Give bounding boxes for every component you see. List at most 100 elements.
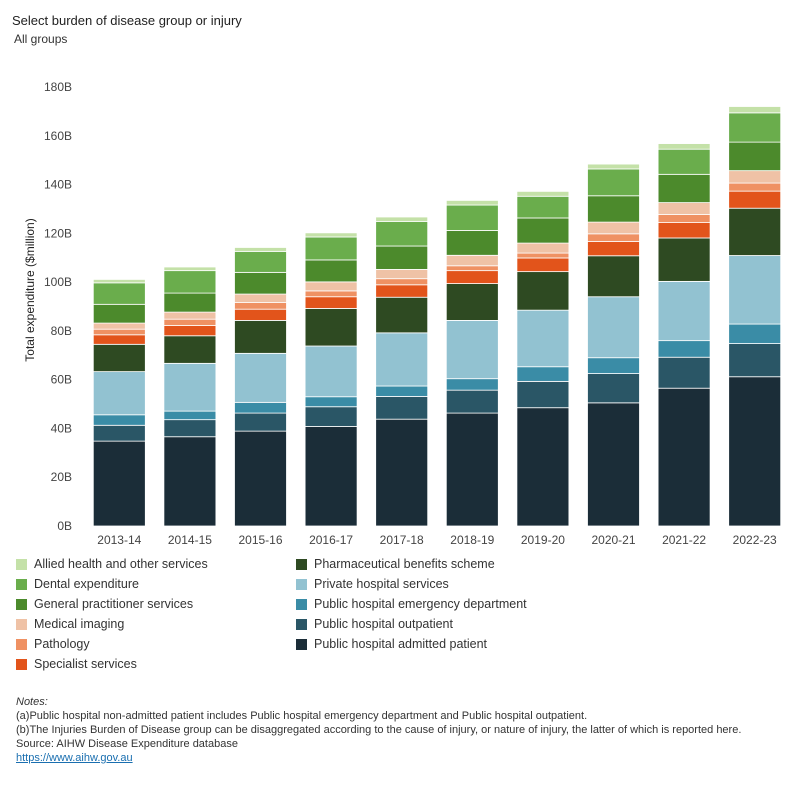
bar-segment[interactable] [92,282,146,305]
bar-segment[interactable] [445,200,499,206]
bar-segment[interactable] [657,280,711,342]
bar-segment[interactable] [516,366,570,382]
bar-segment[interactable] [234,320,287,354]
bar-segment[interactable] [445,320,499,380]
bar-segment[interactable] [234,308,287,321]
bar-segment[interactable] [375,418,429,527]
bar-segment[interactable] [445,412,499,527]
bar-segment[interactable] [304,236,358,261]
bar-segment[interactable] [163,436,217,527]
bar-segment[interactable] [304,426,358,527]
bar-segment[interactable] [516,242,570,254]
bar-segment[interactable] [234,250,287,273]
bar-segment[interactable] [657,143,711,150]
bar-segment[interactable] [163,266,217,272]
legend-item[interactable]: Dental expenditure [16,577,139,591]
legend-item[interactable]: Public hospital admitted patient [296,637,487,651]
bar-segment[interactable] [304,281,358,292]
bar-segment[interactable] [657,214,711,224]
bar-segment[interactable] [445,283,499,321]
bar-segment[interactable] [163,292,217,313]
bar-segment[interactable] [728,141,782,172]
bar-segment[interactable] [92,322,146,330]
bar-segment[interactable] [163,335,217,364]
bar-segment[interactable] [375,278,429,286]
bar-segment[interactable] [92,440,146,527]
bar-segment[interactable] [163,419,217,438]
bar-segment[interactable] [163,311,217,320]
bar-segment[interactable] [234,293,287,303]
bar-segment[interactable] [657,173,711,204]
bar-segment[interactable] [375,284,429,298]
bar-segment[interactable] [445,204,499,231]
bar-segment[interactable] [92,303,146,324]
bar-segment[interactable] [92,371,146,416]
bar-segment[interactable] [92,328,146,336]
bar-segment[interactable] [375,332,429,387]
bar-segment[interactable] [516,190,570,197]
bar-segment[interactable] [728,343,782,378]
bar-segment[interactable] [516,257,570,273]
bar-segment[interactable] [516,252,570,259]
bar-segment[interactable] [375,220,429,247]
legend-item[interactable]: Private hospital services [296,577,449,591]
bar-segment[interactable] [92,424,146,442]
bar-segment[interactable] [163,410,217,421]
legend-item[interactable]: Public hospital emergency department [296,597,527,611]
bar-segment[interactable] [587,357,640,374]
bar-segment[interactable] [234,401,287,414]
bar-segment[interactable] [375,245,429,270]
bar-segment[interactable] [375,385,429,397]
bar-segment[interactable] [587,195,640,223]
bar-segment[interactable] [234,302,287,310]
bar-segment[interactable] [163,270,217,294]
bar-segment[interactable] [92,414,146,426]
legend-item[interactable]: General practitioner services [16,597,193,611]
bar-segment[interactable] [728,182,782,192]
bar-segment[interactable] [657,340,711,358]
bar-segment[interactable] [587,296,640,359]
bar-segment[interactable] [587,233,640,242]
bar-segment[interactable] [657,202,711,215]
bar-segment[interactable] [304,308,358,347]
bar-segment[interactable] [657,237,711,282]
bar-segment[interactable] [163,325,217,337]
bar-segment[interactable] [163,318,217,326]
bar-segment[interactable] [445,254,499,267]
bar-segment[interactable] [587,221,640,235]
bar-segment[interactable] [728,207,782,256]
bar-segment[interactable] [516,217,570,244]
bar-segment[interactable] [728,323,782,344]
legend-item[interactable]: Pathology [16,637,90,651]
bar-segment[interactable] [587,255,640,298]
bar-segment[interactable] [234,247,287,252]
bar-segment[interactable] [445,230,499,256]
bar-segment[interactable] [587,168,640,197]
disease-group-filter[interactable]: All groups [14,32,68,46]
bar-segment[interactable] [375,296,429,334]
bar-segment[interactable] [304,259,358,283]
bar-segment[interactable] [516,380,570,409]
legend-item[interactable]: Public hospital outpatient [296,617,453,631]
aihw-link[interactable]: https://www.aihw.gov.au [16,752,133,764]
bar-segment[interactable] [163,362,217,412]
bar-segment[interactable] [304,406,358,427]
bar-segment[interactable] [728,255,782,325]
legend-item[interactable]: Specialist services [16,657,137,671]
bar-segment[interactable] [375,216,429,222]
bar-segment[interactable] [304,396,358,408]
bar-segment[interactable] [445,378,499,391]
bar-segment[interactable] [445,265,499,272]
bar-segment[interactable] [234,352,287,403]
bar-segment[interactable] [304,296,358,309]
bar-segment[interactable] [728,112,782,143]
bar-segment[interactable] [657,222,711,239]
bar-segment[interactable] [445,389,499,414]
bar-segment[interactable] [728,106,782,114]
bar-segment[interactable] [234,430,287,527]
bar-segment[interactable] [304,290,358,298]
bar-segment[interactable] [728,376,782,527]
bar-segment[interactable] [304,232,358,238]
legend-item[interactable]: Medical imaging [16,617,124,631]
bar-segment[interactable] [657,356,711,389]
